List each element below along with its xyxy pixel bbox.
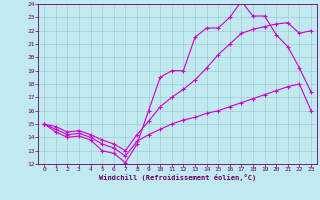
X-axis label: Windchill (Refroidissement éolien,°C): Windchill (Refroidissement éolien,°C) <box>99 174 256 181</box>
